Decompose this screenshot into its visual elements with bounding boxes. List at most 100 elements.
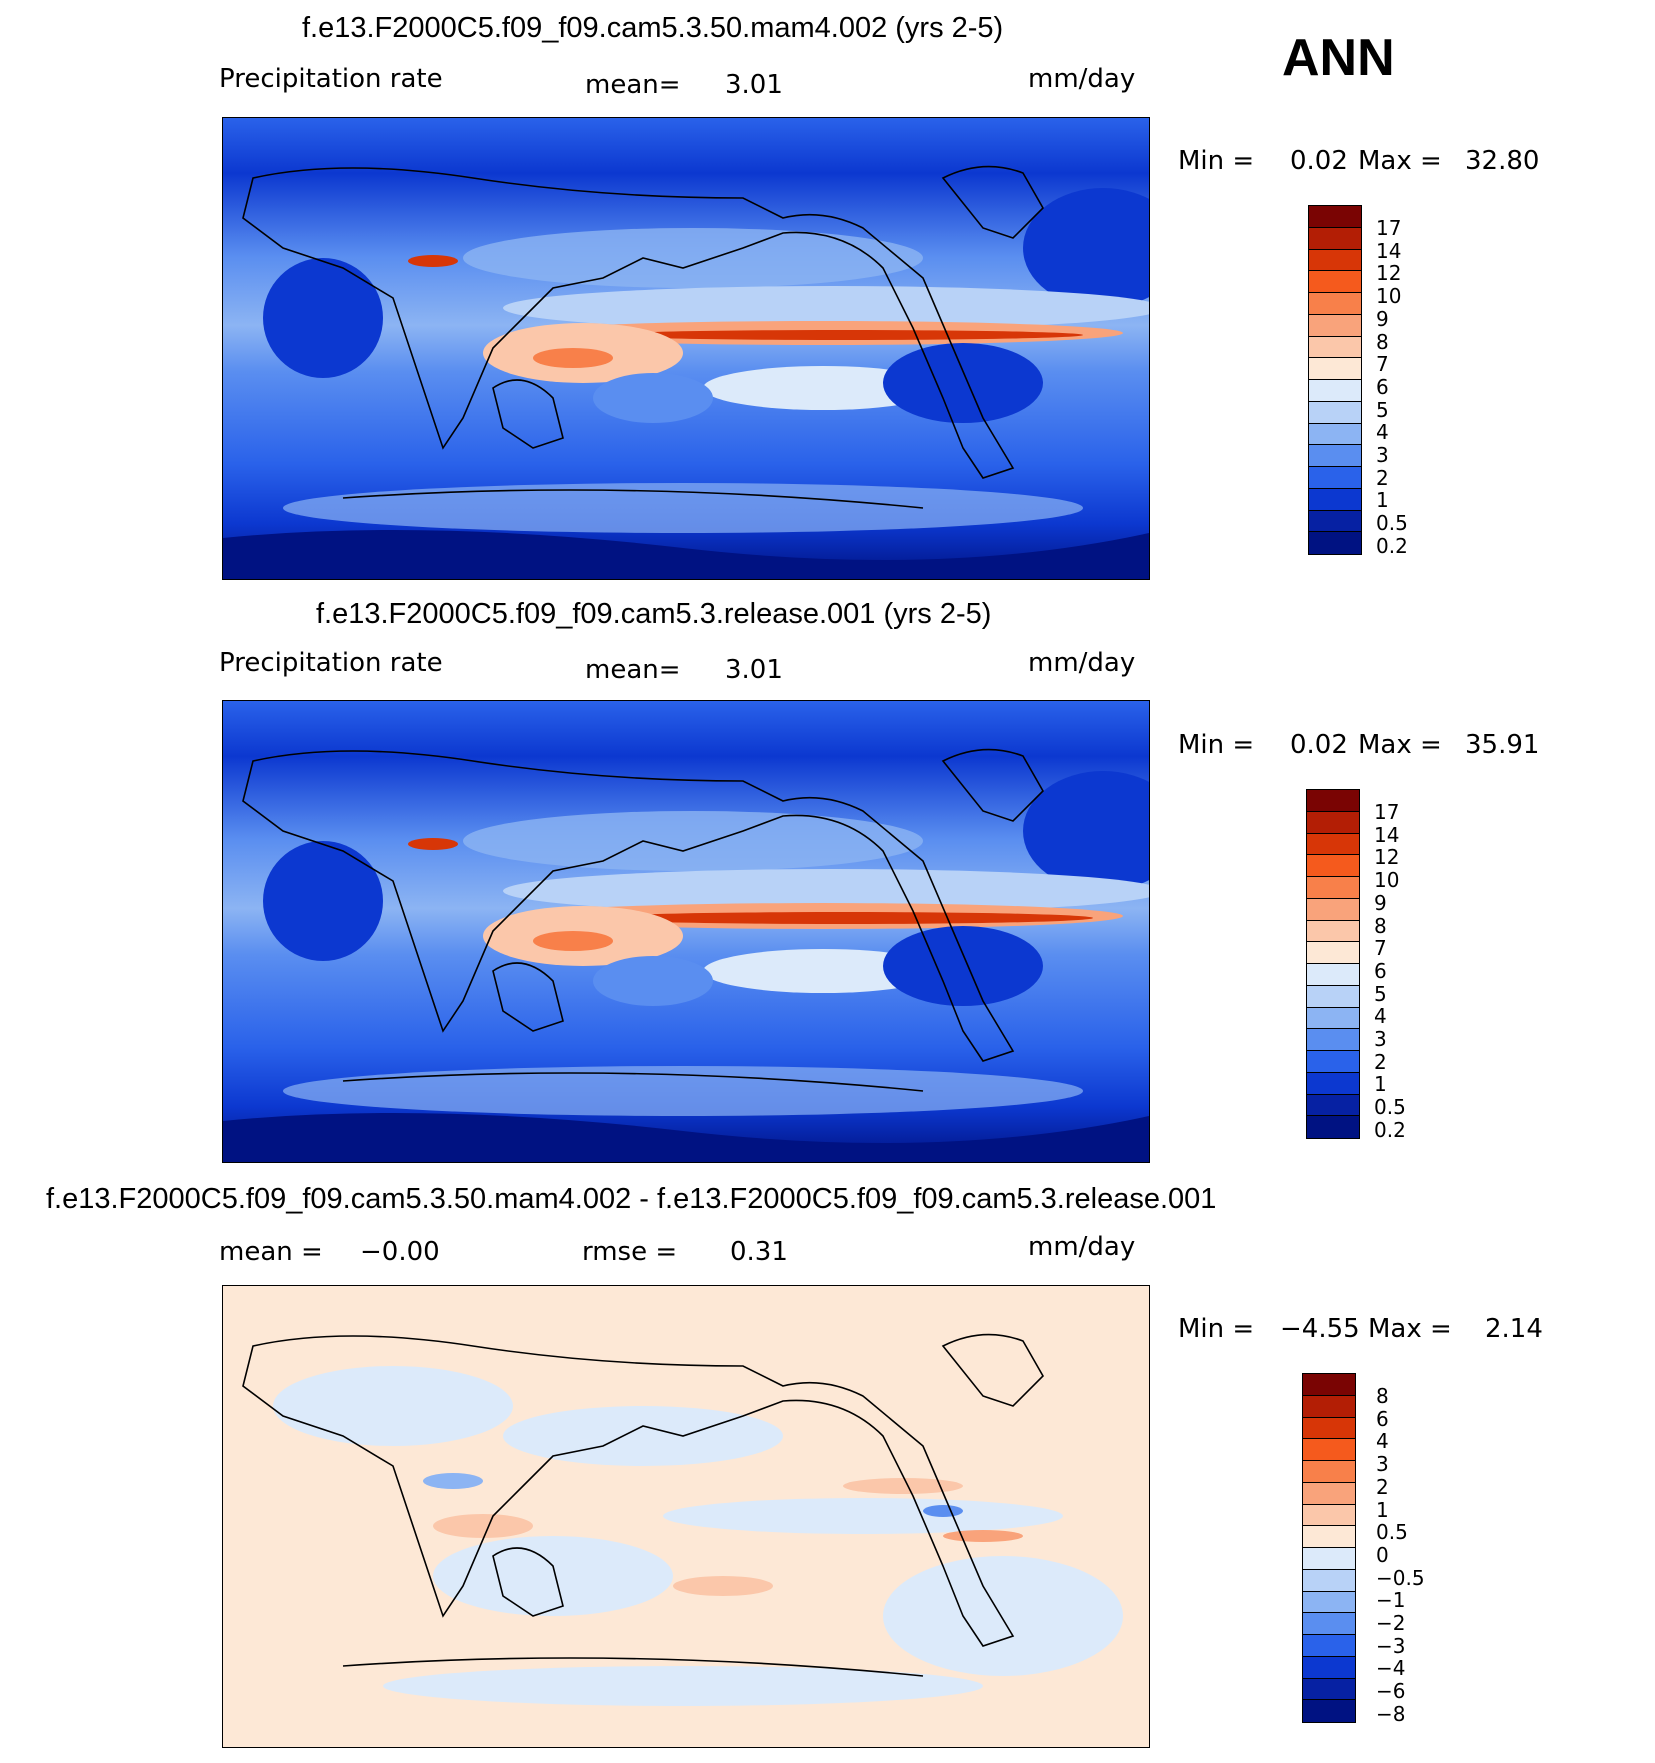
colorbar-swatch <box>1309 227 1361 250</box>
colorbar-tick-label: 9 <box>1376 306 1389 331</box>
panel1-map <box>222 117 1150 580</box>
panel2-precip-field <box>223 701 1149 1162</box>
colorbar-tick-label: 8 <box>1376 1384 1389 1408</box>
colorbar-swatch <box>1303 1635 1355 1657</box>
panel1-mean-label: mean= <box>585 70 681 100</box>
panel2-units: mm/day <box>1028 648 1136 678</box>
colorbar-swatch <box>1307 877 1359 899</box>
panel3-map <box>222 1285 1150 1748</box>
panel2-map <box>222 700 1150 1163</box>
panel3-rmse-value: 0.31 <box>730 1237 788 1267</box>
colorbar-swatch <box>1307 833 1359 856</box>
colorbar-tick-label: 6 <box>1376 374 1389 399</box>
colorbar-tick-label: 0.2 <box>1374 1117 1406 1142</box>
colorbar-swatch <box>1309 358 1361 380</box>
panel3-mean-value: −0.00 <box>360 1237 440 1267</box>
colorbar-tick-label: −3 <box>1376 1633 1406 1658</box>
colorbar-tick-label: 1 <box>1376 488 1389 513</box>
colorbar-tick-label: 8 <box>1376 329 1389 354</box>
panel3-title: f.e13.F2000C5.f09_f09.cam5.3.50.mam4.002… <box>46 1183 1217 1215</box>
colorbar-swatch <box>1303 1591 1355 1614</box>
colorbar-tick-label: 0.5 <box>1376 1520 1408 1545</box>
colorbar-tick-label: 0.2 <box>1376 533 1408 558</box>
colorbar-swatch <box>1309 314 1361 337</box>
colorbar-tick-label: 12 <box>1376 261 1402 286</box>
colorbar-swatch <box>1309 336 1361 359</box>
panel2-variable-label: Precipitation rate <box>219 648 443 678</box>
colorbar-tick-label: −8 <box>1376 1701 1406 1726</box>
panel2-max-label: Max = <box>1358 730 1442 760</box>
colorbar-swatch <box>1309 206 1361 228</box>
colorbar-tick-label: 5 <box>1376 397 1389 422</box>
panel3-colorbar <box>1302 1373 1356 1723</box>
panel1-min-label: Min = <box>1178 146 1255 176</box>
colorbar-swatch <box>1309 380 1361 402</box>
colorbar-tick-label: 12 <box>1374 845 1400 870</box>
panel1-title: f.e13.F2000C5.f09_f09.cam5.3.50.mam4.002… <box>302 12 1004 44</box>
colorbar-tick-label: 1 <box>1374 1072 1387 1097</box>
colorbar-tick-label: 3 <box>1374 1027 1387 1051</box>
colorbar-swatch <box>1303 1374 1355 1396</box>
colorbar-swatch <box>1309 467 1361 489</box>
colorbar-swatch <box>1309 271 1361 293</box>
colorbar-tick-label: 8 <box>1374 913 1387 938</box>
colorbar-swatch <box>1307 1029 1359 1051</box>
colorbar-swatch <box>1307 1007 1359 1030</box>
colorbar-swatch <box>1303 1656 1355 1679</box>
colorbar-swatch <box>1307 920 1359 943</box>
colorbar-swatch <box>1303 1482 1355 1505</box>
panel2-min-value: 0.02 <box>1290 730 1348 760</box>
colorbar-swatch <box>1303 1569 1355 1592</box>
colorbar-swatch <box>1309 293 1361 315</box>
colorbar-tick-label: −6 <box>1376 1679 1406 1704</box>
colorbar-tick-label: 14 <box>1374 822 1400 847</box>
colorbar-swatch <box>1303 1504 1355 1527</box>
panel2-max-value: 35.91 <box>1465 730 1540 760</box>
panel3-max-label: Max = <box>1368 1314 1452 1344</box>
colorbar-tick-label: −2 <box>1376 1611 1406 1635</box>
colorbar-tick-label: 6 <box>1374 958 1387 983</box>
colorbar-tick-label: −0.5 <box>1376 1565 1425 1590</box>
colorbar-swatch <box>1303 1439 1355 1461</box>
colorbar-swatch <box>1309 532 1361 554</box>
colorbar-swatch <box>1307 1072 1359 1095</box>
colorbar-swatch <box>1309 401 1361 424</box>
colorbar-swatch <box>1303 1526 1355 1548</box>
colorbar-swatch <box>1307 1094 1359 1117</box>
colorbar-tick-label: 4 <box>1376 1429 1389 1454</box>
colorbar-swatch <box>1303 1613 1355 1635</box>
colorbar-swatch <box>1309 249 1361 272</box>
colorbar-swatch <box>1307 985 1359 1008</box>
colorbar-tick-label: −4 <box>1376 1656 1406 1681</box>
colorbar-tick-label: 1 <box>1376 1497 1389 1522</box>
panel3-rmse-label: rmse = <box>582 1237 678 1267</box>
colorbar-swatch <box>1303 1395 1355 1418</box>
season-label: ANN <box>1282 29 1395 87</box>
colorbar-tick-label: 5 <box>1374 981 1387 1006</box>
panel2-min-label: Min = <box>1178 730 1255 760</box>
colorbar-swatch <box>1307 898 1359 921</box>
colorbar-swatch <box>1307 790 1359 812</box>
panel3-max-value: 2.14 <box>1485 1314 1543 1344</box>
colorbar-tick-label: 4 <box>1374 1004 1387 1029</box>
colorbar-swatch <box>1307 1116 1359 1138</box>
colorbar-swatch <box>1307 964 1359 986</box>
colorbar-tick-label: −1 <box>1376 1588 1406 1613</box>
colorbar-tick-label: 7 <box>1376 352 1389 377</box>
colorbar-swatch <box>1307 855 1359 877</box>
colorbar-swatch <box>1307 811 1359 834</box>
colorbar-tick-label: 17 <box>1374 800 1400 824</box>
panel1-precip-field <box>223 118 1149 579</box>
panel1-colorbar <box>1308 205 1362 555</box>
colorbar-tick-label: 2 <box>1376 465 1389 490</box>
colorbar-swatch <box>1309 488 1361 511</box>
panel2-mean-label: mean= <box>585 655 681 685</box>
colorbar-swatch <box>1307 942 1359 964</box>
colorbar-tick-label: 9 <box>1374 890 1387 915</box>
colorbar-swatch <box>1307 1051 1359 1073</box>
panel1-min-value: 0.02 <box>1290 146 1348 176</box>
colorbar-swatch <box>1303 1548 1355 1570</box>
panel2-title: f.e13.F2000C5.f09_f09.cam5.3.release.001… <box>316 598 992 630</box>
colorbar-tick-label: 6 <box>1376 1406 1389 1431</box>
colorbar-tick-label: 10 <box>1374 868 1400 893</box>
